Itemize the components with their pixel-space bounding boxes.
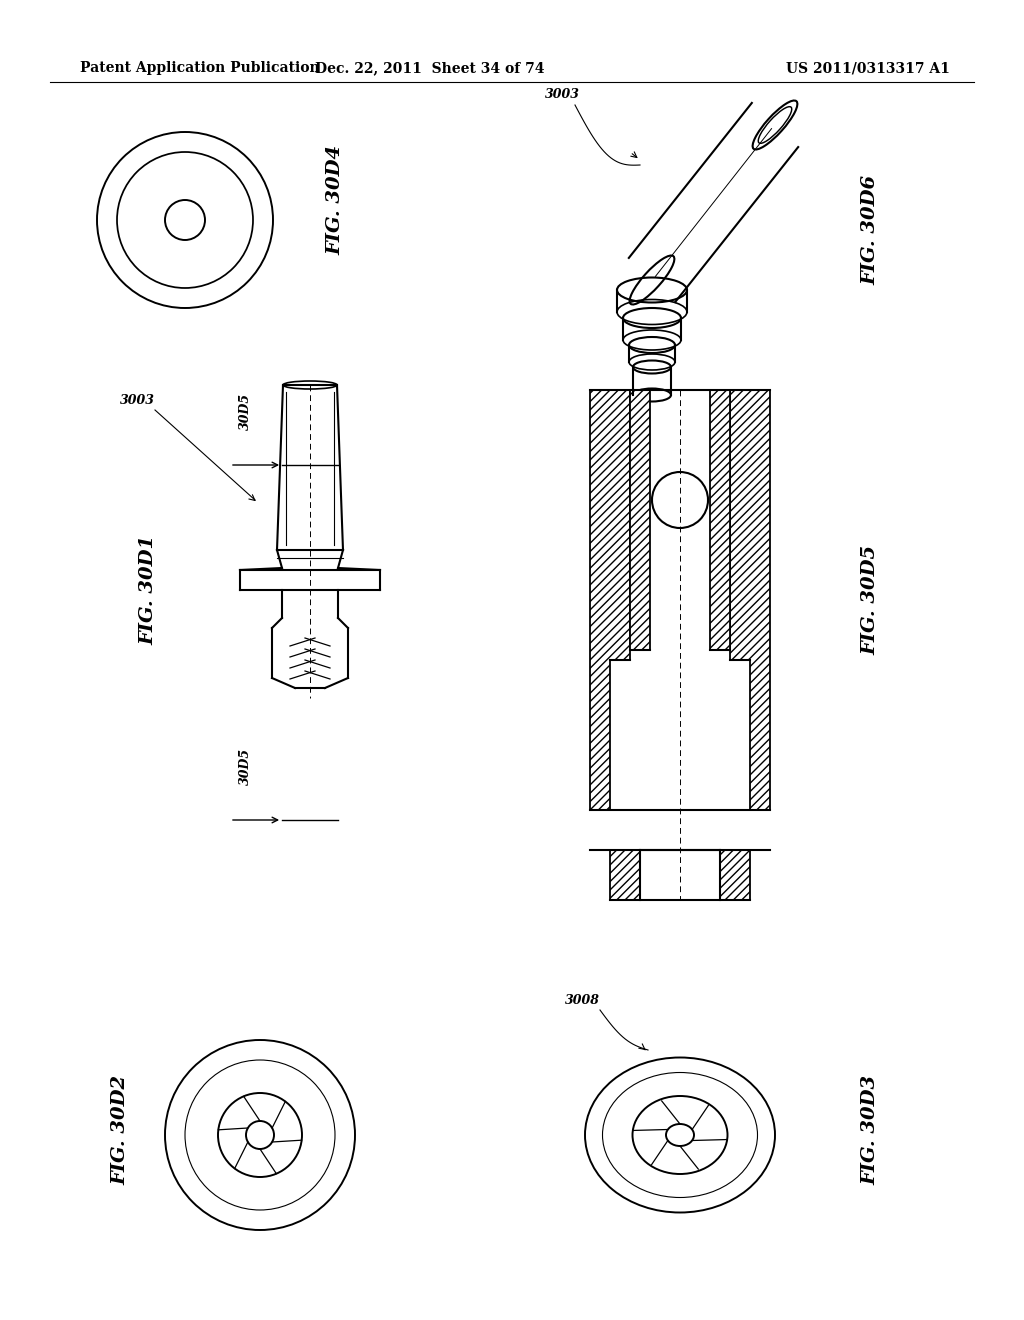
Text: US 2011/0313317 A1: US 2011/0313317 A1	[786, 61, 950, 75]
Polygon shape	[730, 389, 770, 810]
Polygon shape	[610, 850, 640, 900]
Text: Dec. 22, 2011  Sheet 34 of 74: Dec. 22, 2011 Sheet 34 of 74	[315, 61, 545, 75]
Text: 3003: 3003	[545, 88, 580, 102]
Text: FIG. 30D3: FIG. 30D3	[861, 1074, 879, 1185]
Text: FIG. 30D2: FIG. 30D2	[111, 1074, 129, 1185]
Text: FIG. 30D1: FIG. 30D1	[139, 535, 157, 645]
Polygon shape	[630, 389, 650, 649]
Text: FIG. 30D5: FIG. 30D5	[861, 545, 879, 655]
Polygon shape	[720, 850, 750, 900]
Text: 3008: 3008	[565, 994, 600, 1006]
Text: 30D5: 30D5	[239, 748, 252, 785]
Text: 3003: 3003	[120, 393, 155, 407]
Text: FIG. 30D4: FIG. 30D4	[326, 145, 344, 255]
Polygon shape	[710, 389, 730, 649]
Text: 30D5: 30D5	[239, 393, 252, 430]
Text: FIG. 30D6: FIG. 30D6	[861, 176, 879, 285]
Text: Patent Application Publication: Patent Application Publication	[80, 61, 319, 75]
Polygon shape	[590, 389, 630, 810]
